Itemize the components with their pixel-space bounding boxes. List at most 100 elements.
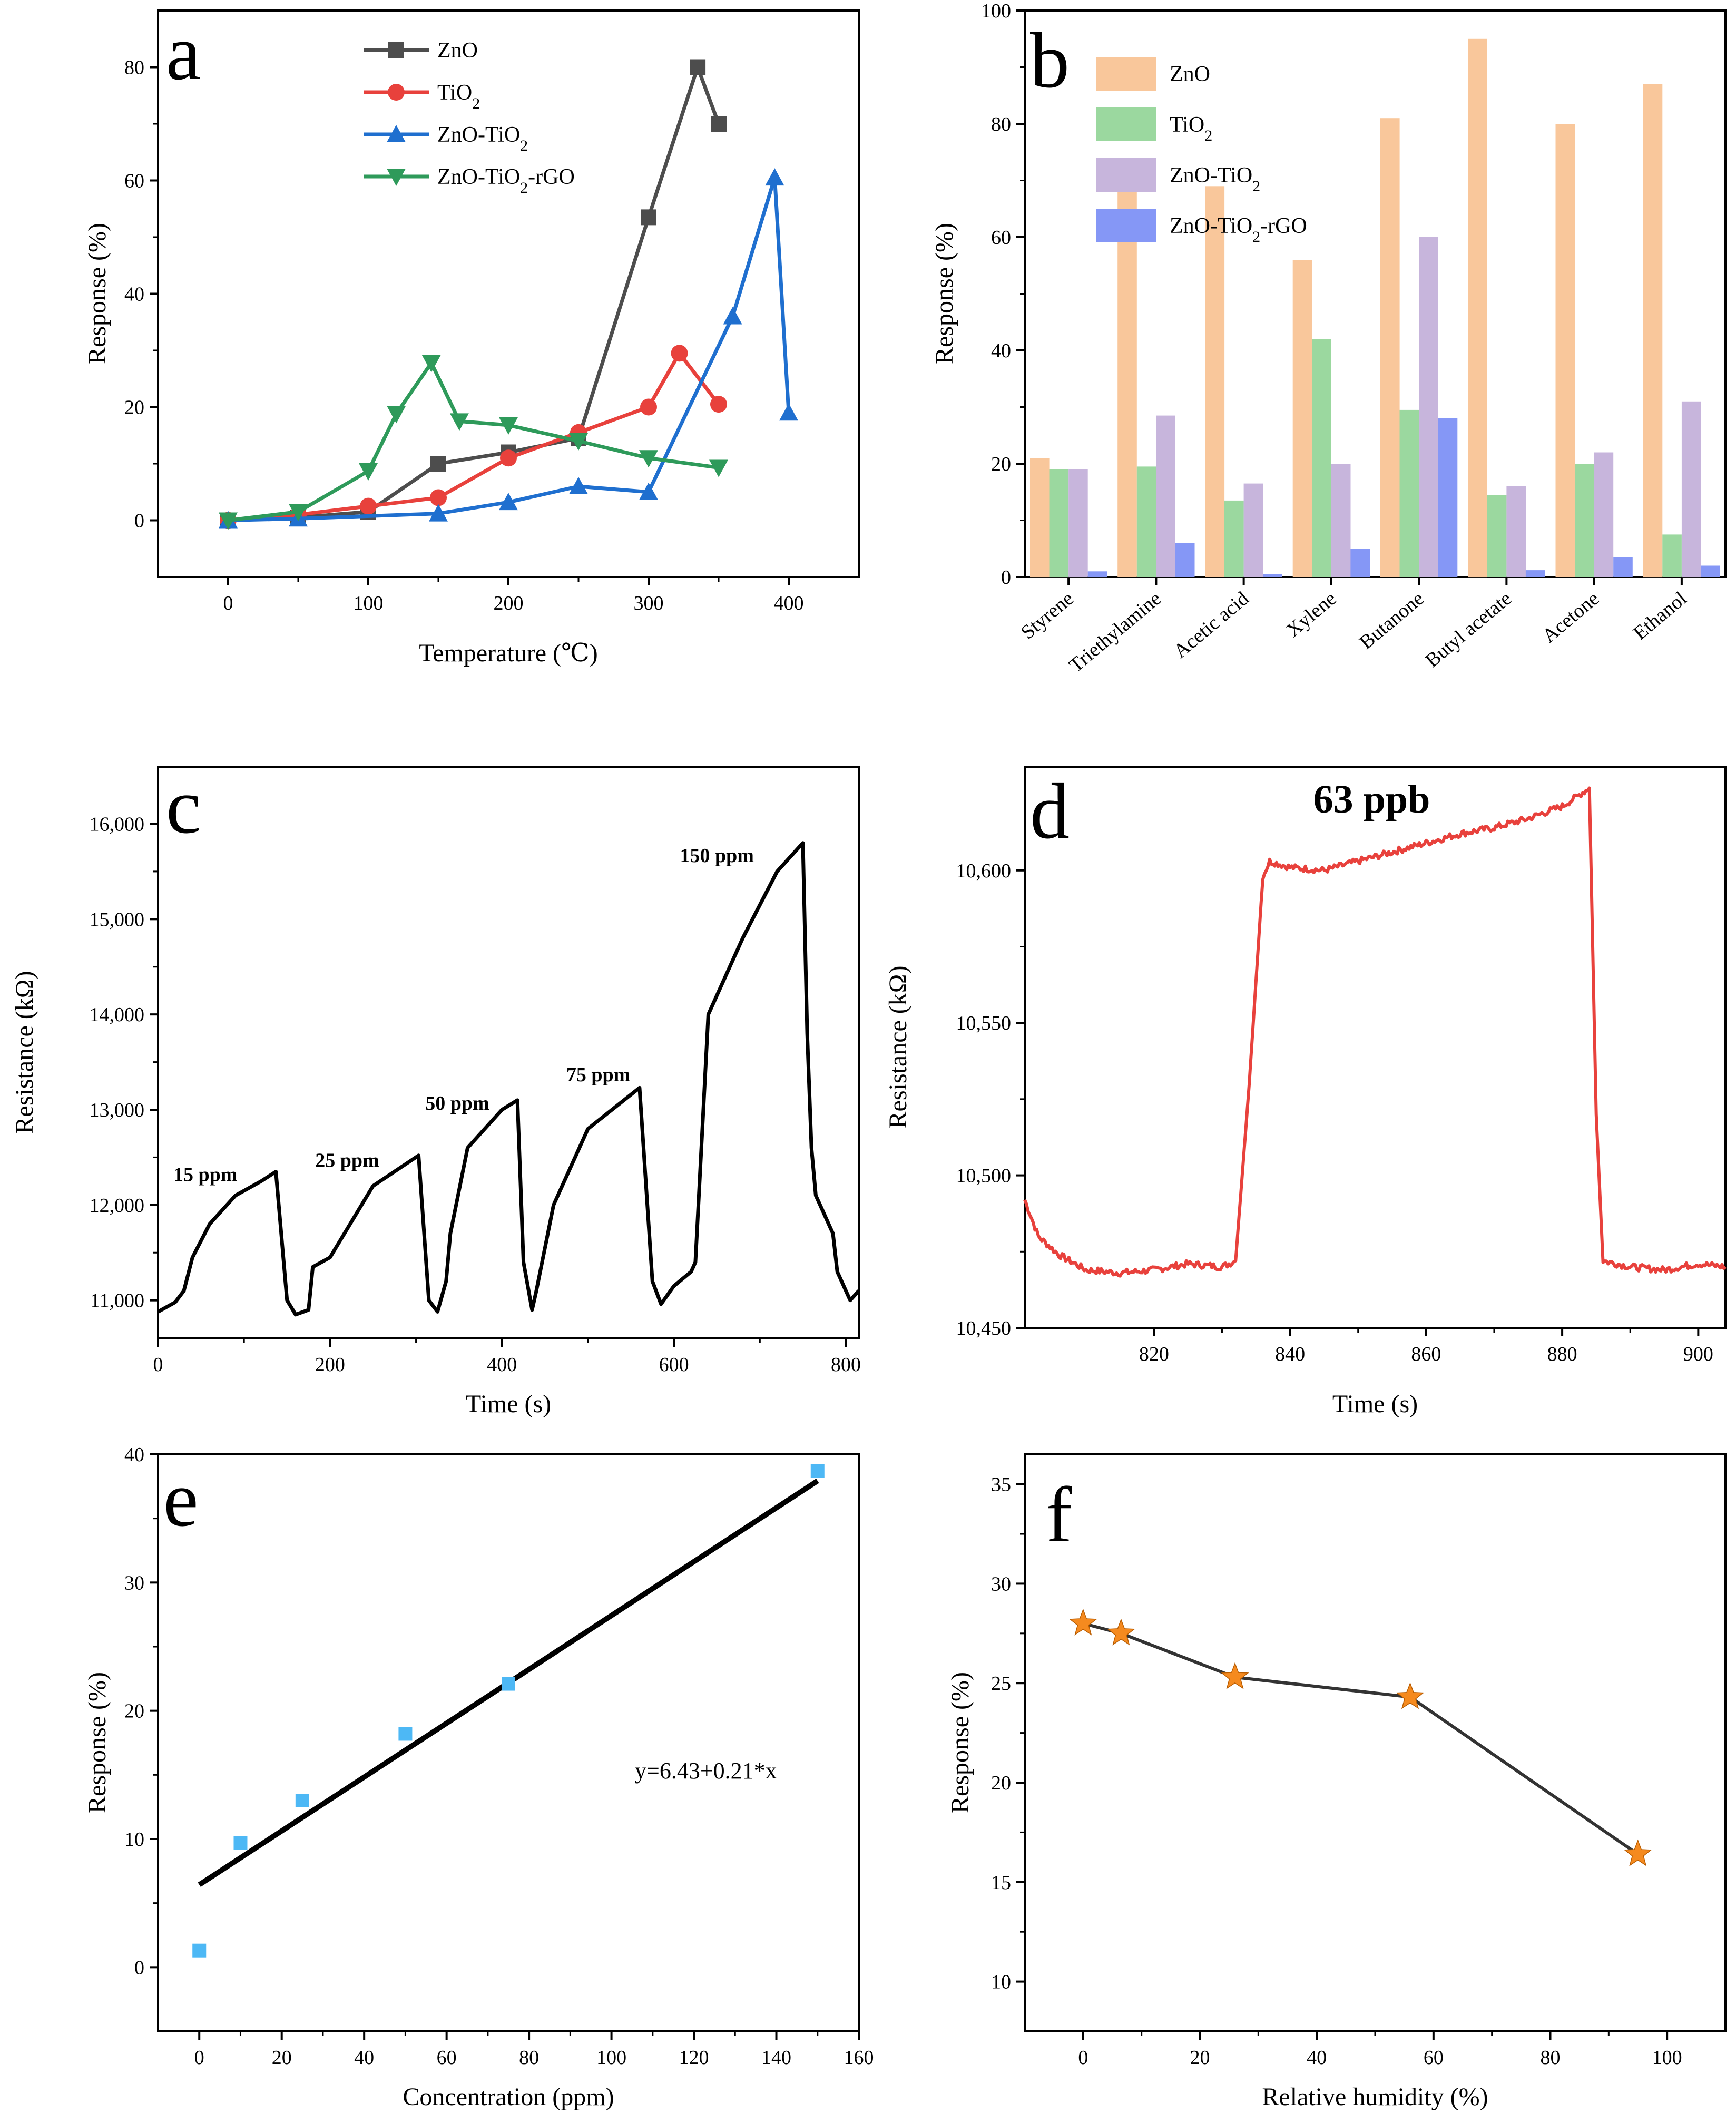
chart-legend-label: ZnO-TiO2-rGO — [437, 165, 575, 197]
chart-legend-label: TiO2 — [437, 81, 480, 112]
chart-a-point — [289, 504, 308, 522]
chart-a-point — [765, 168, 784, 186]
chart-d-xtick-label: 820 — [1139, 1343, 1169, 1365]
chart-c-marks: 15 ppm 25 ppm 50 ppm 75 ppm 150 ppm — [157, 841, 860, 1317]
chart-d: 820 840 860 880 90010,45010,50010,55010,600 … — [884, 766, 1727, 1418]
chart-b-ytick-label: 80 — [991, 113, 1011, 135]
chart-f-point — [1069, 1608, 1097, 1636]
chart-b-ytick-label: 100 — [981, 0, 1011, 22]
legend-label-main: ZnO-TiO — [437, 123, 520, 147]
chart-f-ylabel: Response (%) — [946, 1672, 974, 1813]
chart-b-bar — [1224, 500, 1244, 577]
chart-f-point — [1107, 1618, 1135, 1646]
chart-b-bar — [1555, 124, 1575, 577]
chart-b-bar — [1350, 549, 1370, 578]
chart-e-xtick-label: 120 — [679, 2047, 709, 2069]
chart-d-ytick-label: 10,600 — [956, 860, 1012, 882]
legend-label-main: TiO — [1170, 113, 1204, 137]
chart-c-ytick-label: 12,000 — [90, 1195, 145, 1217]
chart-c-xtick-label: 800 — [831, 1354, 861, 1376]
chart-f-marks — [1069, 1608, 1652, 1866]
chart-legend-label: ZnO-TiO2 — [437, 123, 528, 154]
chart-a-point — [641, 209, 656, 226]
chart-a-point — [430, 456, 446, 472]
legend-label-main: ZnO — [1170, 62, 1210, 86]
chart-f-point — [1396, 1682, 1425, 1709]
chart-d-ytick-label: 10,500 — [956, 1165, 1012, 1187]
chart-f-letter: f — [1046, 1471, 1072, 1559]
legend-label-sub: 2 — [472, 95, 480, 112]
chart-e-letter: e — [163, 1455, 199, 1543]
chart-b-ylabel: Response (%) — [930, 223, 958, 364]
chart-a-point — [690, 59, 706, 75]
chart-b-bar — [1117, 180, 1137, 577]
chart-f-ytick-label: 10 — [991, 1971, 1011, 1993]
chart-e-xtick-label: 20 — [272, 2047, 292, 2069]
chart-c-ytick-label: 13,000 — [90, 1099, 145, 1121]
chart-a-point — [640, 398, 657, 416]
chart-a-xtick-label: 400 — [774, 592, 804, 614]
chart-e-ytick-label: 40 — [124, 1444, 144, 1466]
chart-b-ytick-label: 40 — [991, 340, 1011, 362]
chart-a-point — [360, 497, 377, 515]
chart-f-xlabel: Relative humidity (%) — [1262, 2083, 1488, 2111]
chart-a-ytick-label: 80 — [124, 57, 144, 79]
legend-label-main: ZnO-TiO — [437, 165, 520, 189]
chart-d-xtick-label: 840 — [1275, 1343, 1305, 1365]
chart-e-ylabel: Response (%) — [83, 1672, 111, 1813]
chart-c-xtick-label: 200 — [315, 1354, 345, 1376]
chart-b-bar — [1575, 464, 1594, 577]
chart-c-annotation: 150 ppm — [680, 845, 754, 867]
chart-c-frame — [157, 766, 860, 1339]
legend-swatch-marker — [387, 169, 406, 186]
chart-d-marks: 63 ppb — [1023, 777, 1727, 1278]
chart-a-letter: a — [166, 9, 201, 96]
chart-a-point — [430, 489, 447, 506]
chart-f-ticks: 0 20 40 60 80 100 10 15 20 25 30 35 — [991, 1474, 1682, 2069]
chart-b-bar — [1068, 469, 1088, 578]
chart-b-letter: b — [1030, 17, 1070, 104]
chart-a-point — [421, 355, 441, 373]
chart-d-letter: d — [1030, 768, 1070, 855]
chart-b-bar — [1263, 574, 1282, 577]
chart-e-marks — [192, 1464, 825, 1958]
chart-a-ytick-label: 40 — [124, 283, 144, 306]
chart-c-resistance-curve — [157, 841, 860, 1317]
chart-e-xtick-label: 80 — [519, 2047, 539, 2069]
chart-e-xlabel: Concentration (ppm) — [403, 2083, 614, 2111]
chart-a-ytick-label: 20 — [124, 397, 144, 419]
chart-c-ytick-label: 11,000 — [90, 1290, 144, 1312]
chart-a-series-line — [228, 361, 719, 522]
chart-b-bar — [1312, 339, 1331, 577]
chart-legend-label: ZnO — [1170, 62, 1210, 86]
chart-b-ytick-label: 0 — [1001, 566, 1011, 589]
chart-f-ytick-label: 20 — [991, 1772, 1011, 1794]
chart-e-xtick-label: 60 — [437, 2047, 457, 2069]
chart-b-bar — [1506, 486, 1526, 577]
chart-b-ytick-label: 60 — [991, 227, 1011, 249]
chart-f-ytick-label: 15 — [991, 1872, 1011, 1894]
chart-a-point — [711, 116, 727, 132]
legend-label-main: ZnO — [437, 38, 478, 63]
chart-a-point — [671, 345, 688, 362]
chart-b-bar — [1136, 466, 1156, 577]
chart-e-xtick-label: 0 — [194, 2047, 204, 2069]
chart-e-xtick-label: 140 — [761, 2047, 791, 2069]
chart-d-ticks: 820 840 860 880 900 10,450 10,500 10,550 10,600 — [956, 860, 1713, 1365]
chart-e-point — [192, 1943, 207, 1958]
chart-c-annotation: 75 ppm — [566, 1064, 630, 1086]
chart-a-point — [639, 450, 658, 468]
chart-f-ytick-label: 30 — [991, 1573, 1011, 1595]
legend-label-main: ZnO-TiO — [1170, 214, 1252, 238]
chart-e-ytick-label: 20 — [124, 1700, 144, 1723]
chart-e-xtick-label: 160 — [844, 2047, 874, 2069]
chart-legend-label: ZnO — [437, 38, 478, 63]
chart-b-bar — [1049, 469, 1069, 578]
chart-e-point — [295, 1794, 309, 1807]
chart-d-annotation: 63 ppb — [1313, 777, 1430, 821]
chart-b-bar — [1438, 418, 1458, 577]
chart-d-resistance-curve — [1023, 786, 1727, 1278]
